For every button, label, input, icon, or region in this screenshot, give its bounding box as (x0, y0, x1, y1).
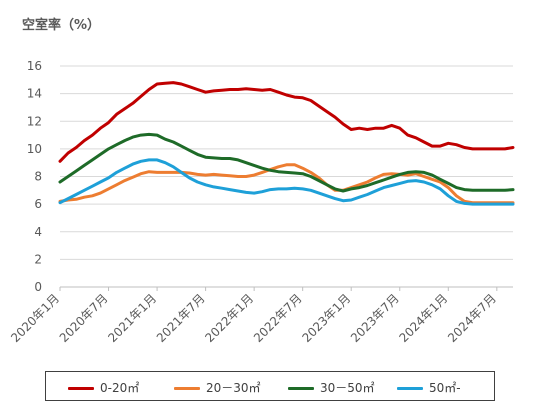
x-tick-label: 2021年7月 (154, 291, 208, 345)
y-tick-label: 4 (34, 225, 42, 239)
legend-label: 20－30㎡ (206, 381, 261, 395)
y-tick-label: 0 (34, 280, 42, 294)
series-line-2 (58, 163, 515, 205)
legend-swatch (174, 387, 200, 390)
series-line-1 (58, 81, 515, 163)
legend-item-1: 0-20㎡ (68, 379, 139, 396)
y-tick-label: 14 (27, 87, 42, 101)
legend-item-2: 20－30㎡ (174, 379, 261, 396)
x-tick-label: 2020年7月 (57, 291, 111, 345)
x-tick-label: 2024年7月 (445, 291, 499, 345)
y-axis-unit-label: 空室率（%） (22, 18, 101, 33)
x-tick-label: 2023年1月 (299, 291, 353, 345)
legend-label: 30－50㎡ (320, 381, 375, 395)
x-tick-label: 2024年1月 (397, 291, 451, 345)
y-tick-label: 12 (27, 114, 42, 128)
x-tick-label: 2023年7月 (348, 291, 402, 345)
y-tick-label: 10 (27, 142, 42, 156)
legend-swatch (68, 387, 94, 390)
y-tick-label: 6 (34, 197, 42, 211)
y-tick-label: 16 (27, 59, 42, 73)
legend-label: 0-20㎡ (100, 381, 140, 395)
legend-swatch (288, 387, 314, 390)
legend-item-4: 50㎡- (397, 379, 461, 396)
legend-item-3: 30－50㎡ (288, 379, 375, 396)
y-tick-label: 2 (34, 252, 42, 266)
legend-swatch (397, 387, 423, 390)
x-tick-label: 2021年1月 (105, 291, 159, 345)
y-tick-label: 8 (34, 170, 42, 184)
x-tick-label: 2022年7月 (251, 291, 305, 345)
x-tick-label: 2020年1月 (8, 291, 62, 345)
legend-label: 50㎡- (429, 381, 461, 395)
series-line-4 (58, 158, 515, 206)
x-tick-label: 2022年1月 (202, 291, 256, 345)
legend: 0-20㎡ 20－30㎡ 30－50㎡ 50㎡- (45, 371, 495, 401)
series-line-3 (58, 132, 515, 193)
